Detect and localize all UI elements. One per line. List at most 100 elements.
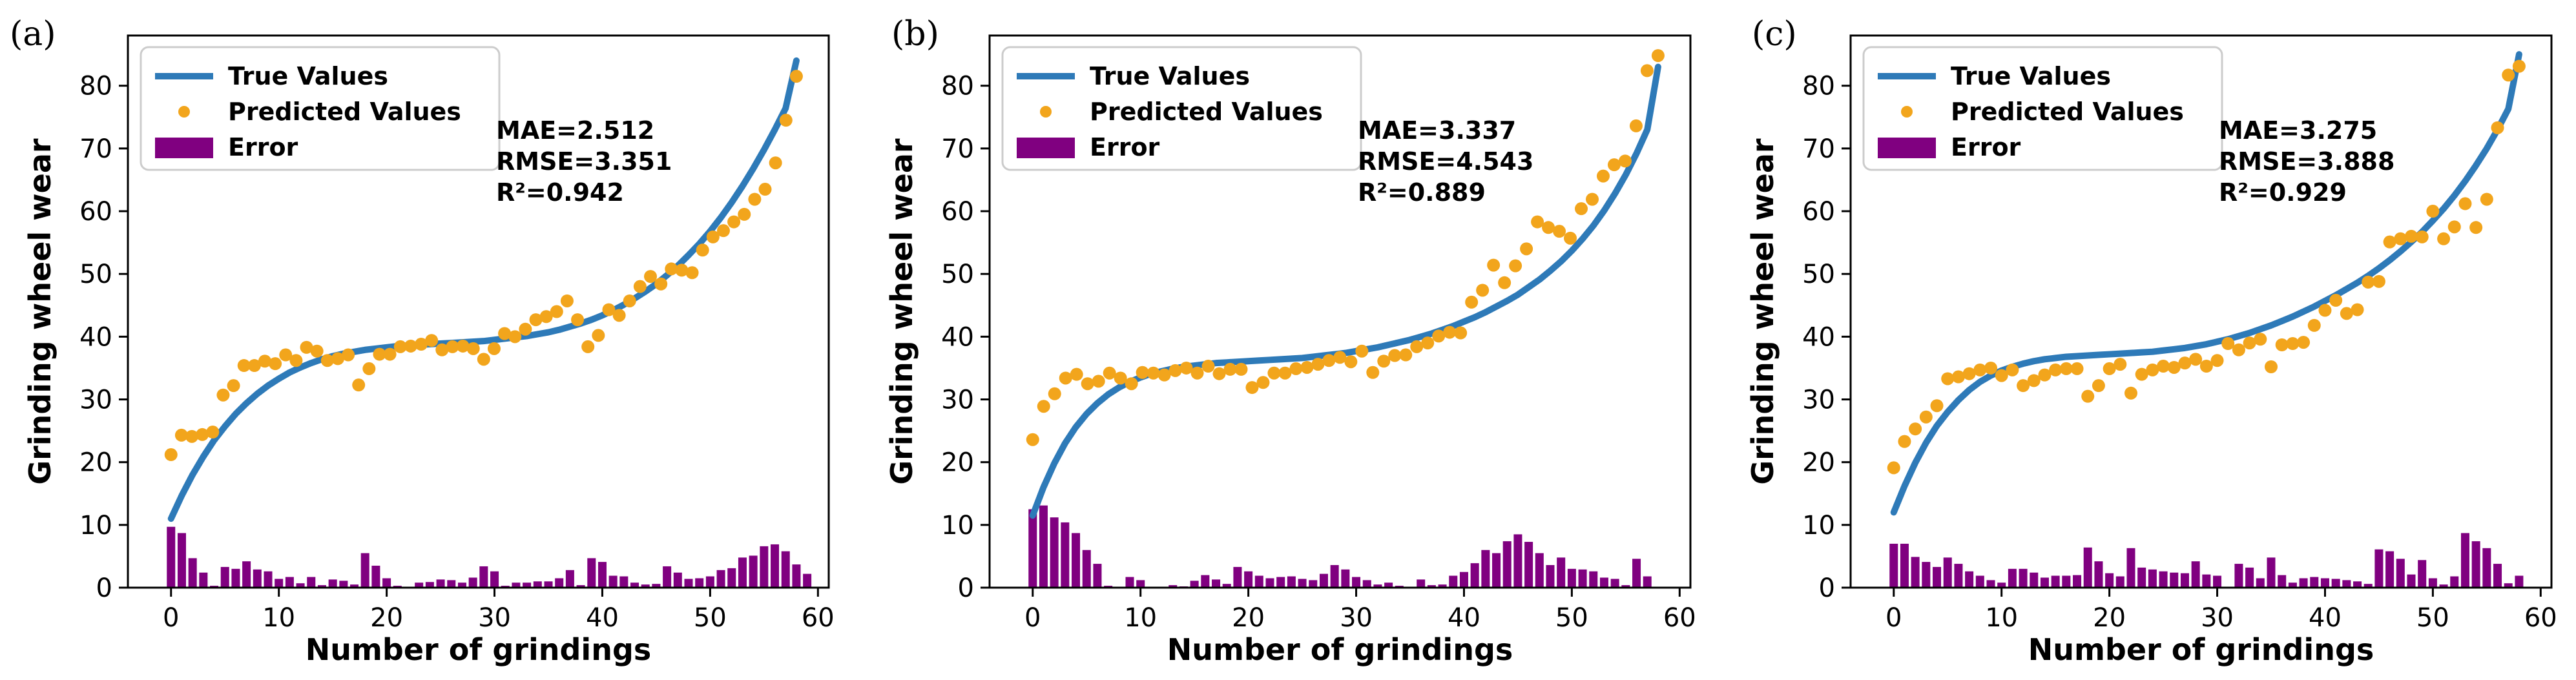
error-bar bbox=[1082, 550, 1091, 588]
error-bar bbox=[328, 579, 337, 588]
predicted-point bbox=[174, 428, 188, 442]
error-bar bbox=[673, 572, 682, 588]
predicted-point bbox=[1355, 344, 1369, 358]
predicted-point bbox=[2070, 362, 2084, 375]
error-bar bbox=[2019, 568, 2028, 588]
error-bar bbox=[1028, 509, 1037, 588]
predicted-point bbox=[1136, 366, 1149, 379]
metric-text: RMSE=4.543 bbox=[1358, 147, 1533, 176]
predicted-point bbox=[1909, 422, 1922, 436]
error-bar bbox=[1298, 579, 1307, 588]
error-bar bbox=[242, 561, 251, 588]
predicted-point bbox=[2178, 356, 2192, 370]
error-bar bbox=[1459, 572, 1468, 588]
predicted-point bbox=[560, 294, 574, 307]
predicted-point bbox=[2135, 367, 2148, 381]
error-bar bbox=[1265, 578, 1274, 588]
error-bar bbox=[371, 565, 380, 588]
predicted-point bbox=[779, 114, 793, 127]
y-tick-label: 70 bbox=[79, 134, 112, 164]
x-tick-label: 10 bbox=[1985, 603, 2018, 633]
predicted-point bbox=[1190, 366, 1204, 380]
predicted-point bbox=[2006, 363, 2019, 376]
predicted-point bbox=[446, 340, 459, 353]
predicted-point bbox=[2297, 336, 2311, 349]
predicted-point bbox=[2124, 386, 2137, 400]
predicted-point bbox=[1158, 368, 1171, 382]
error-bar bbox=[2374, 549, 2384, 588]
chart-panel-a: (a) 0 10 20 30 40 50 60 0 10 20 30 40 50 60 70 80 Number … bbox=[10, 15, 835, 667]
error-bars bbox=[1028, 505, 1652, 588]
x-tick-label: 20 bbox=[370, 603, 403, 633]
predicted-point bbox=[1179, 361, 1193, 375]
predicted-point bbox=[310, 344, 324, 358]
error-bar bbox=[253, 569, 262, 588]
error-bar bbox=[2342, 580, 2351, 588]
predicted-point bbox=[1898, 435, 1911, 448]
predicted-point bbox=[1125, 377, 1138, 391]
predicted-point bbox=[1169, 364, 1182, 377]
y-tick-label: 50 bbox=[79, 260, 112, 289]
error-bar bbox=[1889, 543, 1898, 588]
error-bar bbox=[1954, 564, 1963, 588]
predicted-point bbox=[675, 263, 689, 277]
error-bar bbox=[177, 533, 186, 588]
predicted-point bbox=[1322, 354, 1336, 367]
predicted-point bbox=[685, 266, 699, 280]
true-values-line bbox=[167, 57, 800, 522]
predicted-point bbox=[2458, 197, 2472, 211]
x-tick-label: 40 bbox=[586, 603, 619, 633]
panel-label: (b) bbox=[891, 15, 939, 54]
predicted-point bbox=[1212, 367, 1226, 380]
predicted-point bbox=[1059, 371, 1072, 385]
error-bar bbox=[2278, 575, 2287, 588]
x-tick-label: 60 bbox=[2524, 603, 2557, 633]
error-bar bbox=[523, 582, 532, 588]
x-tick-label: 50 bbox=[694, 603, 727, 633]
predicted-point bbox=[1542, 221, 1555, 234]
predicted-points bbox=[1887, 59, 2526, 475]
error-bar bbox=[2051, 575, 2060, 588]
error-bars bbox=[1889, 533, 2524, 588]
error-bar bbox=[2094, 561, 2103, 588]
predicted-point bbox=[2210, 354, 2224, 367]
predicted-point bbox=[2383, 235, 2396, 249]
error-bar bbox=[2331, 579, 2340, 588]
error-bar bbox=[1965, 571, 1974, 588]
error-bar bbox=[2428, 578, 2437, 588]
predicted-point bbox=[2049, 363, 2062, 376]
error-bar bbox=[167, 526, 176, 588]
predicted-point bbox=[404, 339, 417, 353]
error-bar bbox=[307, 577, 316, 588]
predicted-point bbox=[237, 359, 251, 373]
predicted-point bbox=[716, 224, 730, 238]
error-bar bbox=[1244, 571, 1253, 588]
y-tick-label: 60 bbox=[1802, 197, 1835, 227]
predicted-point bbox=[1234, 362, 1248, 376]
error-bar bbox=[447, 580, 456, 588]
x-tick-label: 10 bbox=[1124, 603, 1157, 633]
error-bar bbox=[2213, 575, 2222, 588]
error-bar bbox=[576, 585, 585, 588]
error-bar bbox=[339, 581, 348, 588]
y-tick-label: 70 bbox=[1802, 134, 1835, 164]
y-axis-title: Grinding wheel wear bbox=[884, 138, 919, 485]
error-bars bbox=[167, 526, 812, 588]
predicted-point bbox=[1984, 361, 1997, 375]
y-tick-label: 80 bbox=[941, 72, 974, 101]
error-bar bbox=[781, 551, 790, 588]
predicted-point bbox=[1245, 381, 1259, 395]
error-bar bbox=[1997, 582, 2006, 588]
plot-frame bbox=[127, 34, 830, 589]
predicted-point bbox=[612, 309, 626, 322]
error-bar bbox=[2385, 551, 2394, 588]
y-tick-label: 30 bbox=[79, 386, 112, 415]
x-tick-label: 10 bbox=[262, 603, 295, 633]
legend-box bbox=[140, 46, 501, 171]
y-tick-label: 0 bbox=[1819, 573, 1835, 603]
predicted-point bbox=[2114, 358, 2127, 371]
predicted-point bbox=[352, 378, 366, 392]
predicted-point bbox=[2081, 389, 2095, 403]
predicted-point bbox=[196, 428, 209, 441]
y-tick-label: 0 bbox=[96, 573, 112, 603]
